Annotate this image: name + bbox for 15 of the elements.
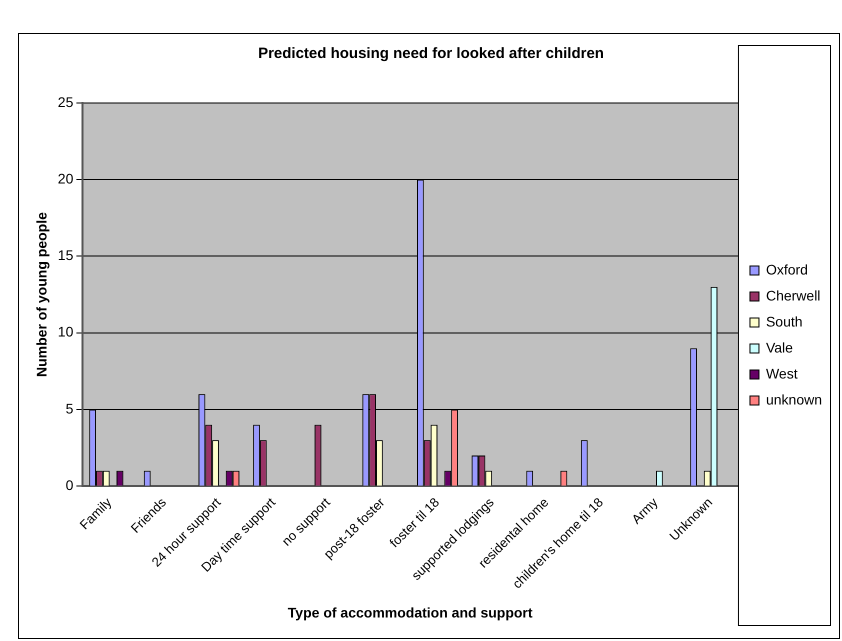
y-tick-label: 25 — [58, 94, 74, 110]
y-tick-label: 5 — [66, 400, 74, 416]
chart-title: Predicted housing need for looked after children — [258, 45, 604, 62]
legend-label: West — [766, 365, 798, 382]
legend-label: South — [766, 313, 803, 330]
legend-label: unknown — [766, 391, 822, 408]
legend-label: Oxford — [766, 261, 808, 278]
y-tick-label: 15 — [58, 247, 74, 264]
y-axis-title: Number of young people — [33, 212, 50, 377]
legend-label: Cherwell — [766, 287, 820, 304]
y-tick-label: 20 — [58, 170, 74, 186]
x-axis-title: Type of accommodation and support — [288, 604, 533, 620]
y-tick-label: 10 — [58, 324, 74, 340]
legend-label: Vale — [766, 339, 794, 356]
y-tick-label: 0 — [66, 476, 74, 493]
